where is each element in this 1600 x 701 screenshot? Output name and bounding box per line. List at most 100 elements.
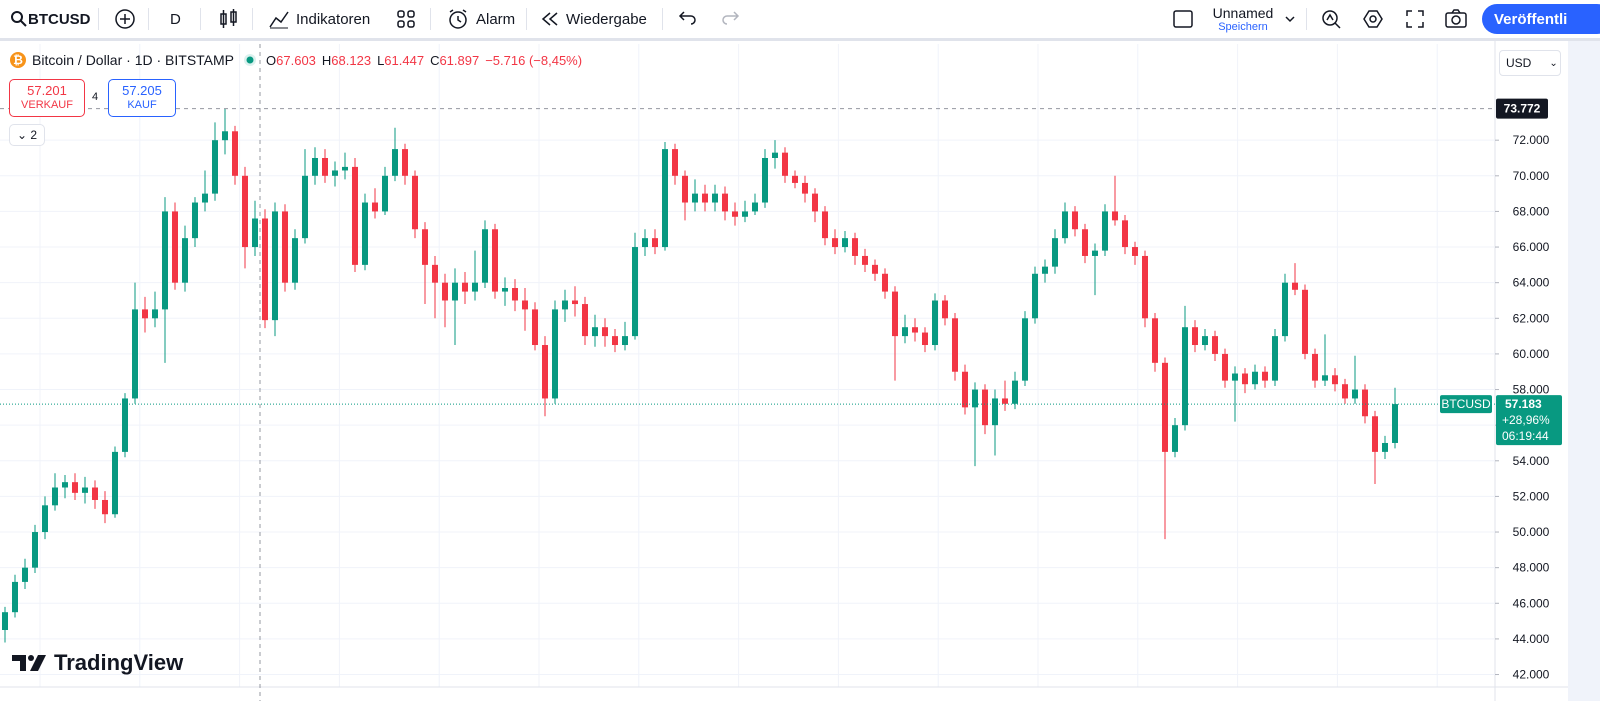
plus-icon (115, 9, 135, 29)
candle-body (1232, 373, 1238, 381)
quick-icon (1322, 10, 1341, 29)
candle-body (782, 152, 788, 176)
grid-icon (397, 10, 415, 28)
candle-body (132, 309, 138, 399)
candle-body (932, 300, 938, 346)
templates-button[interactable] (396, 0, 416, 38)
price-tag: BTCUSD (1441, 397, 1491, 411)
candle-body (1342, 384, 1348, 399)
buy-label: KAUF (127, 99, 157, 111)
y-tick-label: 52.000 (1513, 489, 1550, 503)
candle-body (1032, 273, 1038, 319)
sell-button[interactable]: 57.201 VERKAUF (9, 79, 85, 117)
candle-body (1122, 220, 1128, 248)
candle-body (62, 482, 68, 488)
candle-body (862, 255, 868, 265)
undo-button[interactable] (678, 0, 698, 38)
layout-name-button[interactable]: Unnamed Speichern (1208, 5, 1278, 33)
candle-body (72, 482, 78, 493)
candle-body (962, 371, 968, 408)
search-icon (11, 11, 27, 27)
candle-body (732, 211, 738, 217)
candle-body (1192, 327, 1198, 346)
candle-body (1222, 353, 1228, 381)
candle-body (1072, 211, 1078, 230)
symbol: BTCUSD (28, 10, 91, 28)
fullscreen-button[interactable] (1404, 0, 1426, 38)
crosshair-label: 73.772 (1504, 102, 1541, 116)
candle-body (432, 264, 438, 283)
candle-body (172, 211, 178, 283)
candle-body (22, 567, 28, 582)
candle-body (442, 282, 448, 301)
currency-button[interactable]: USD ⌄ (1499, 50, 1561, 76)
candle-body (332, 170, 338, 176)
chart-title: Bitcoin / Dollar · 1D · BITSTAMP (32, 52, 235, 68)
candle-body (852, 238, 858, 256)
candle-body (1212, 336, 1218, 354)
snapshot-button[interactable] (1444, 0, 1468, 38)
y-tick-label: 68.000 (1513, 204, 1550, 218)
alert-button[interactable]: Alarm (446, 0, 515, 38)
symbol-search[interactable]: BTCUSD (10, 0, 91, 38)
quick-search-button[interactable] (1320, 0, 1342, 38)
layout-checkbox[interactable] (1172, 0, 1194, 38)
candle-body (1322, 375, 1328, 381)
indicator-icon (269, 11, 289, 29)
sell-label: VERKAUF (21, 99, 73, 111)
candle-body (322, 157, 328, 176)
settings-icon (1363, 10, 1383, 28)
candle-body (472, 282, 478, 292)
layout-menu[interactable] (1284, 0, 1296, 38)
candle-body (222, 131, 228, 141)
market-status (244, 54, 257, 66)
indicators-toggle[interactable]: ⌄ 2 (9, 124, 45, 146)
sell-price: 57.201 (27, 83, 67, 98)
y-tick-label: 62.000 (1513, 311, 1550, 325)
legend-l-label: L (377, 52, 385, 68)
last-price-bg (1496, 395, 1562, 446)
candle-body (1282, 282, 1288, 337)
chart: 42.000 44.000 46.000 48.000 50.000 52.000 54.0… (0, 41, 1568, 701)
candle-body (32, 532, 38, 568)
candle-body (1312, 353, 1318, 381)
candle-body (1252, 371, 1258, 385)
layout-name: Unnamed (1212, 5, 1274, 21)
candle-body (912, 327, 918, 333)
candle-body (1132, 247, 1138, 256)
candle-body (242, 175, 248, 248)
candle-body (102, 499, 108, 515)
candle-body (1102, 211, 1108, 251)
candle-body (1062, 211, 1068, 239)
candle-body (802, 182, 808, 194)
candle-body (942, 300, 948, 319)
replay-button[interactable]: Wiedergabe (540, 0, 647, 38)
candle-body (752, 202, 758, 212)
candle-body (42, 505, 48, 533)
publish-button[interactable]: Veröffentli (1482, 4, 1600, 34)
candle-body (112, 451, 118, 515)
candle-body (1202, 336, 1208, 346)
compare-button[interactable] (113, 0, 137, 38)
candle-body (1172, 425, 1178, 452)
legend-high: 68.123 (331, 52, 372, 68)
candle-body (272, 211, 278, 321)
candle-body (532, 309, 538, 346)
bitcoin-icon: ₿ (10, 52, 26, 68)
last-price-label: 57.183 (1505, 397, 1542, 411)
candle-body (1022, 318, 1028, 381)
interval-button[interactable]: D (170, 0, 181, 38)
candle-body (422, 229, 428, 265)
candle-body (652, 238, 658, 248)
candle-body (1112, 211, 1118, 221)
redo-button[interactable] (720, 0, 740, 38)
chart-type-button[interactable] (218, 0, 240, 38)
indicators-button[interactable]: Indikatoren (268, 0, 370, 38)
legend-low: 61.447 (384, 52, 425, 68)
settings-button[interactable] (1362, 0, 1384, 38)
y-tick-label: 58.000 (1513, 383, 1550, 397)
candle-body (1352, 389, 1358, 399)
candle-body (982, 389, 988, 426)
candle-body (662, 149, 668, 248)
buy-button[interactable]: 57.205 KAUF (108, 79, 176, 117)
